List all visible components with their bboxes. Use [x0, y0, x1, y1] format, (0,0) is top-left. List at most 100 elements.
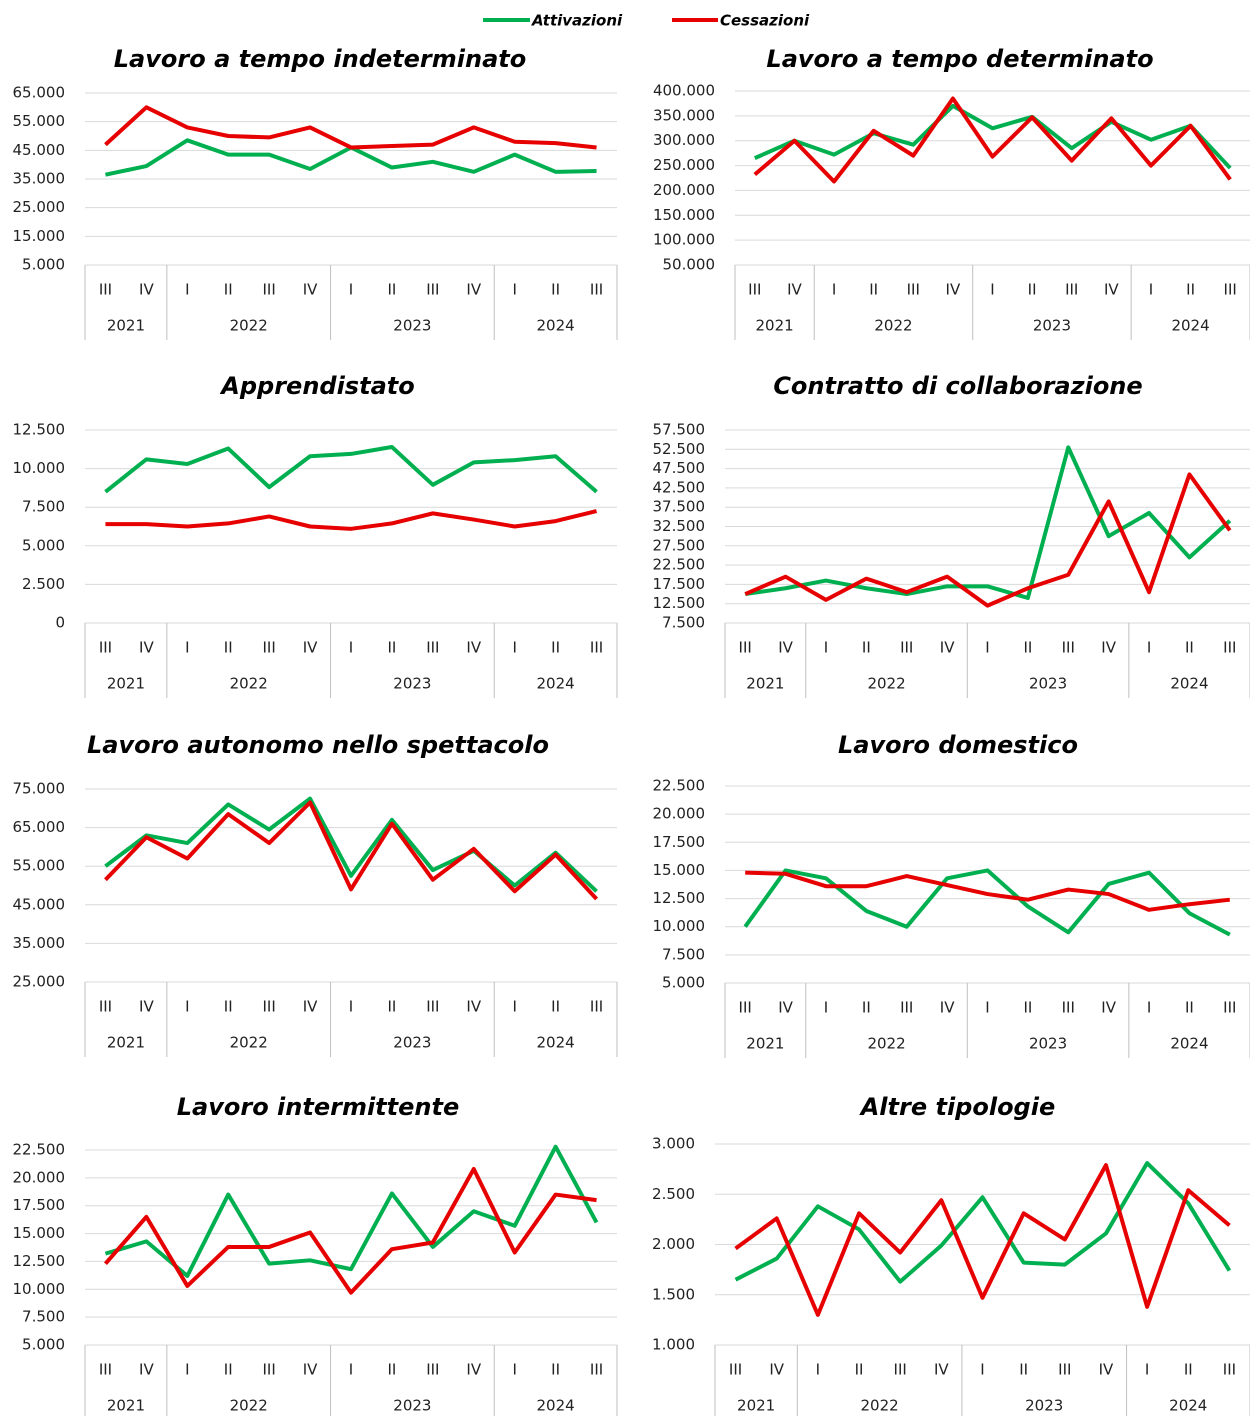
y-tick-label: 45.000 [13, 141, 66, 159]
y-tick-label: 55.000 [13, 857, 66, 875]
y-tick-label: 20.000 [653, 805, 706, 823]
x-tick-label: II [551, 998, 560, 1016]
y-tick-label: 22.500 [13, 1141, 66, 1159]
x-tick-label: I [824, 639, 828, 657]
y-tick-label: 7.500 [22, 498, 65, 516]
x-group-label: 2024 [537, 317, 575, 335]
x-group-label: 2021 [107, 1397, 145, 1415]
y-tick-label: 10.000 [653, 917, 706, 935]
y-tick-label: 2.500 [652, 1185, 695, 1203]
chart-title: Lavoro intermittente [177, 1093, 460, 1121]
y-tick-label: 1.000 [652, 1336, 695, 1354]
series-line [104, 796, 598, 893]
x-tick-label: IV [139, 639, 154, 657]
x-tick-label: IV [303, 281, 318, 299]
legend-label: Cessazioni [720, 12, 810, 30]
y-tick-label: 3.000 [652, 1135, 695, 1153]
y-tick-label: 100.000 [653, 231, 715, 249]
y-tick-label: 400.000 [653, 82, 715, 100]
x-tick-label: IV [787, 281, 802, 299]
x-tick-label: I [816, 1361, 820, 1379]
x-group-label: 2022 [874, 317, 912, 335]
y-tick-label: 10.000 [13, 459, 66, 477]
legend-label: Attivazioni [531, 12, 623, 30]
x-tick-label: II [224, 281, 233, 299]
x-tick-label: II [551, 639, 560, 657]
chart-title: Apprendistato [219, 372, 414, 400]
x-tick-label: II [1186, 281, 1195, 299]
y-tick-label: 1.500 [652, 1285, 695, 1303]
x-tick-label: I [185, 998, 189, 1016]
x-tick-label: IV [139, 281, 154, 299]
chart-title: Lavoro domestico [838, 731, 1078, 759]
x-tick-label: III [590, 639, 603, 657]
series-line [753, 96, 1232, 184]
series-line [105, 509, 598, 531]
x-tick-label: III [99, 1361, 112, 1379]
y-tick-label: 27.500 [653, 536, 706, 554]
x-tick-label: IV [1104, 281, 1119, 299]
x-tick-label: I [512, 998, 516, 1016]
x-tick-label: IV [946, 281, 961, 299]
x-tick-label: III [907, 281, 920, 299]
x-tick-label: I [512, 1361, 516, 1379]
x-group-label: 2024 [1169, 1397, 1207, 1415]
y-tick-label: 0 [55, 614, 65, 632]
x-group-label: 2023 [1033, 317, 1071, 335]
y-tick-label: 42.500 [653, 478, 706, 496]
x-tick-label: IV [940, 639, 955, 657]
y-tick-label: 17.500 [653, 833, 706, 851]
x-tick-label: IV [1099, 1361, 1114, 1379]
x-group-label: 2021 [756, 317, 794, 335]
x-tick-label: I [185, 1361, 189, 1379]
y-tick-label: 15.000 [653, 861, 706, 879]
x-tick-label: II [862, 999, 871, 1017]
x-tick-label: IV [940, 999, 955, 1017]
x-tick-label: I [349, 1361, 353, 1379]
y-tick-label: 17.500 [653, 575, 706, 593]
x-tick-label: III [1058, 1361, 1071, 1379]
x-tick-label: I [185, 281, 189, 299]
x-group-label: 2024 [1171, 317, 1209, 335]
y-tick-label: 5.000 [22, 256, 65, 274]
y-tick-label: 65.000 [13, 84, 66, 102]
x-tick-label: I [824, 999, 828, 1017]
x-group-label: 2021 [746, 675, 784, 693]
y-tick-label: 15.000 [13, 227, 66, 245]
x-group-label: 2023 [1029, 675, 1067, 693]
x-group-label: 2024 [537, 1397, 575, 1415]
x-tick-label: III [590, 1361, 603, 1379]
y-tick-label: 12.500 [653, 889, 706, 907]
x-tick-label: IV [139, 1361, 154, 1379]
y-tick-label: 7.500 [662, 945, 705, 963]
x-tick-label: IV [934, 1361, 949, 1379]
x-tick-label: II [387, 998, 396, 1016]
y-tick-label: 2.000 [652, 1235, 695, 1253]
x-group-label: 2022 [867, 1035, 905, 1053]
y-tick-label: 7.500 [22, 1308, 65, 1326]
x-tick-label: IV [466, 639, 481, 657]
y-tick-label: 200.000 [653, 181, 715, 199]
x-tick-label: IV [778, 999, 793, 1017]
series-line [754, 103, 1232, 170]
x-tick-label: I [1147, 639, 1151, 657]
x-group-label: 2024 [1170, 1035, 1208, 1053]
x-tick-label: II [1185, 639, 1194, 657]
x-tick-label: III [1065, 281, 1078, 299]
x-group-label: 2023 [1025, 1397, 1063, 1415]
x-tick-label: III [426, 281, 439, 299]
x-tick-label: IV [466, 281, 481, 299]
y-tick-label: 5.000 [22, 536, 65, 554]
y-tick-label: 20.000 [13, 1168, 66, 1186]
x-tick-label: II [387, 281, 396, 299]
x-tick-label: II [1185, 999, 1194, 1017]
x-group-label: 2023 [393, 1397, 431, 1415]
y-tick-label: 22.500 [653, 556, 706, 574]
x-group-label: 2022 [861, 1397, 899, 1415]
x-tick-label: III [1223, 999, 1236, 1017]
y-tick-label: 10.000 [13, 1280, 66, 1298]
x-tick-label: III [739, 639, 752, 657]
series-line [104, 1144, 599, 1278]
x-tick-label: III [99, 281, 112, 299]
x-tick-label: II [1184, 1361, 1193, 1379]
